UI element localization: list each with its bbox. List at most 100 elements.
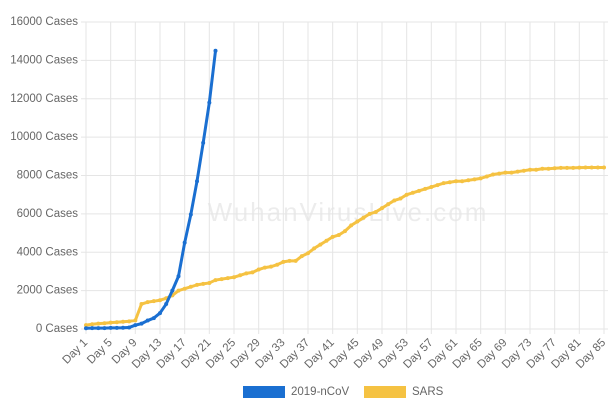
data-point	[534, 167, 539, 172]
data-point	[404, 192, 409, 197]
data-point	[84, 323, 88, 328]
data-point	[262, 265, 267, 270]
data-point	[435, 183, 440, 188]
data-point	[466, 178, 471, 183]
legend-swatch	[364, 386, 406, 398]
data-point	[114, 325, 119, 330]
data-point	[528, 167, 532, 172]
data-point	[127, 319, 132, 324]
data-point	[343, 229, 347, 234]
data-point	[158, 298, 162, 303]
y-tick-label: 8000 Cases	[17, 170, 79, 182]
data-point	[491, 172, 495, 177]
data-point	[602, 165, 606, 170]
data-point	[108, 325, 113, 330]
data-point	[324, 238, 329, 243]
data-point	[232, 275, 236, 280]
data-point	[182, 286, 187, 291]
y-tick-label: 14000 Cases	[10, 54, 78, 66]
legend-swatch	[243, 386, 285, 398]
data-point	[207, 100, 212, 105]
data-point	[269, 264, 273, 269]
data-point	[540, 166, 545, 171]
data-point	[207, 280, 212, 285]
data-point	[478, 176, 483, 181]
data-point	[102, 321, 107, 326]
data-point	[349, 223, 354, 228]
watermark: WuhanVirusLive.com	[208, 197, 489, 227]
data-point	[367, 211, 372, 216]
y-tick-label: 12000 Cases	[10, 93, 78, 105]
data-point	[293, 258, 298, 263]
data-point	[441, 181, 446, 186]
data-point	[299, 254, 304, 259]
data-point	[454, 179, 458, 184]
data-point	[287, 258, 292, 263]
legend-label: SARS	[412, 386, 444, 398]
x-tick-label: Day 1	[61, 337, 91, 367]
data-point	[145, 318, 150, 323]
data-point	[355, 219, 360, 224]
data-point	[515, 169, 520, 174]
data-point	[503, 170, 508, 175]
data-point	[170, 288, 175, 293]
data-point	[121, 319, 125, 324]
data-point	[497, 171, 502, 176]
data-point	[96, 326, 101, 331]
y-tick-label: 2000 Cases	[17, 285, 79, 297]
data-point	[213, 48, 218, 53]
data-point	[201, 140, 206, 145]
series-line	[85, 165, 604, 327]
data-point	[336, 232, 341, 237]
data-point	[225, 276, 230, 281]
data-point	[565, 165, 569, 170]
data-point	[96, 321, 101, 326]
data-point	[127, 325, 132, 330]
data-point	[312, 246, 317, 251]
data-point	[460, 179, 465, 184]
data-point	[188, 212, 193, 217]
data-point	[392, 198, 397, 203]
data-point	[306, 251, 310, 256]
data-point	[361, 215, 366, 220]
data-point	[195, 179, 199, 184]
data-point	[238, 273, 243, 278]
data-point	[546, 166, 551, 171]
data-point	[84, 326, 88, 331]
data-point	[417, 188, 421, 193]
data-point	[102, 326, 107, 331]
data-point	[182, 240, 187, 245]
data-point	[583, 165, 588, 170]
data-point	[114, 320, 119, 325]
data-point	[108, 320, 113, 325]
data-point	[552, 166, 557, 171]
data-point	[164, 302, 169, 307]
data-point	[139, 321, 144, 326]
data-point	[176, 288, 181, 293]
x-tick-label: Day 5	[85, 337, 115, 367]
data-point	[250, 270, 255, 275]
data-point	[447, 180, 452, 185]
y-tick-label: 4000 Cases	[17, 246, 79, 258]
data-point	[398, 196, 403, 201]
series-line	[85, 50, 217, 330]
data-point	[176, 274, 181, 279]
data-point	[145, 300, 150, 305]
data-point	[429, 185, 434, 190]
data-point	[201, 281, 206, 286]
data-point	[380, 206, 384, 211]
data-point	[244, 271, 249, 276]
data-point	[256, 267, 261, 272]
data-point	[188, 284, 193, 289]
data-point	[558, 165, 563, 170]
data-point	[484, 174, 489, 179]
data-point	[281, 259, 286, 264]
data-point	[571, 165, 576, 170]
data-point	[121, 325, 125, 330]
data-point	[318, 242, 323, 247]
data-point	[151, 316, 156, 321]
data-point	[595, 165, 600, 170]
data-point	[133, 323, 138, 328]
data-point	[386, 202, 391, 207]
data-point	[373, 209, 378, 214]
